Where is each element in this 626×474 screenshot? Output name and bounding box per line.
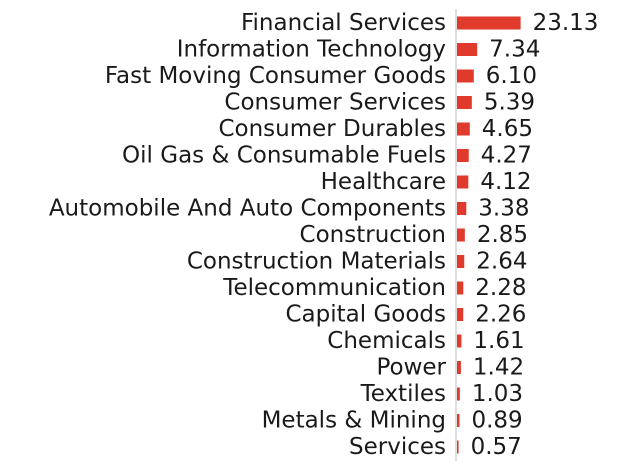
value-label: 1.61 [473,328,524,354]
category-label: Capital Goods [285,302,446,328]
category-label: Power [376,355,446,381]
category-label: Oil Gas & Consumable Fuels [122,143,446,169]
value-label: 2.85 [477,222,528,248]
category-label: Information Technology [177,37,446,63]
bar [457,281,464,295]
category-label: Metals & Mining [262,408,446,434]
category-label: Textiles [360,381,446,407]
value-label: 4.27 [481,143,532,169]
bar [457,334,462,348]
bar [457,440,459,454]
category-label: Consumer Services [224,90,446,116]
value-label: 2.28 [475,275,526,301]
value-label: 1.42 [473,355,524,381]
category-label: Consumer Durables [218,116,446,142]
value-label: 6.10 [486,63,537,89]
category-label: Automobile And Auto Components [49,196,446,222]
value-label: 5.39 [484,90,535,116]
value-label: 3.38 [478,196,529,222]
category-label: Chemicals [327,328,446,354]
bar [457,361,461,374]
bar [457,149,469,162]
bar [457,122,470,136]
bar [457,175,469,189]
value-label: 4.65 [482,116,533,142]
category-label: Telecommunication [222,275,446,301]
bar [457,308,464,321]
category-label: Construction Materials [187,249,446,275]
value-label: 2.26 [475,302,526,328]
bar [457,96,472,109]
category-label: Healthcare [321,169,446,195]
value-label: 0.57 [471,434,522,460]
bar [457,387,460,401]
bar [457,255,465,268]
category-label: Construction [300,222,446,248]
bar [457,69,474,83]
value-label: 23.13 [533,10,599,36]
value-label: 1.03 [472,381,523,407]
bar [457,414,460,427]
category-label: Services [349,434,446,460]
category-label: Financial Services [241,10,446,36]
bar [457,16,521,30]
value-label: 2.64 [476,249,527,275]
bar [457,228,465,242]
value-label: 0.89 [471,408,522,434]
value-label: 4.12 [480,169,531,195]
value-label: 7.34 [489,37,540,63]
category-label: Fast Moving Consumer Goods [105,63,446,89]
bar [457,202,467,215]
bar [457,43,478,56]
